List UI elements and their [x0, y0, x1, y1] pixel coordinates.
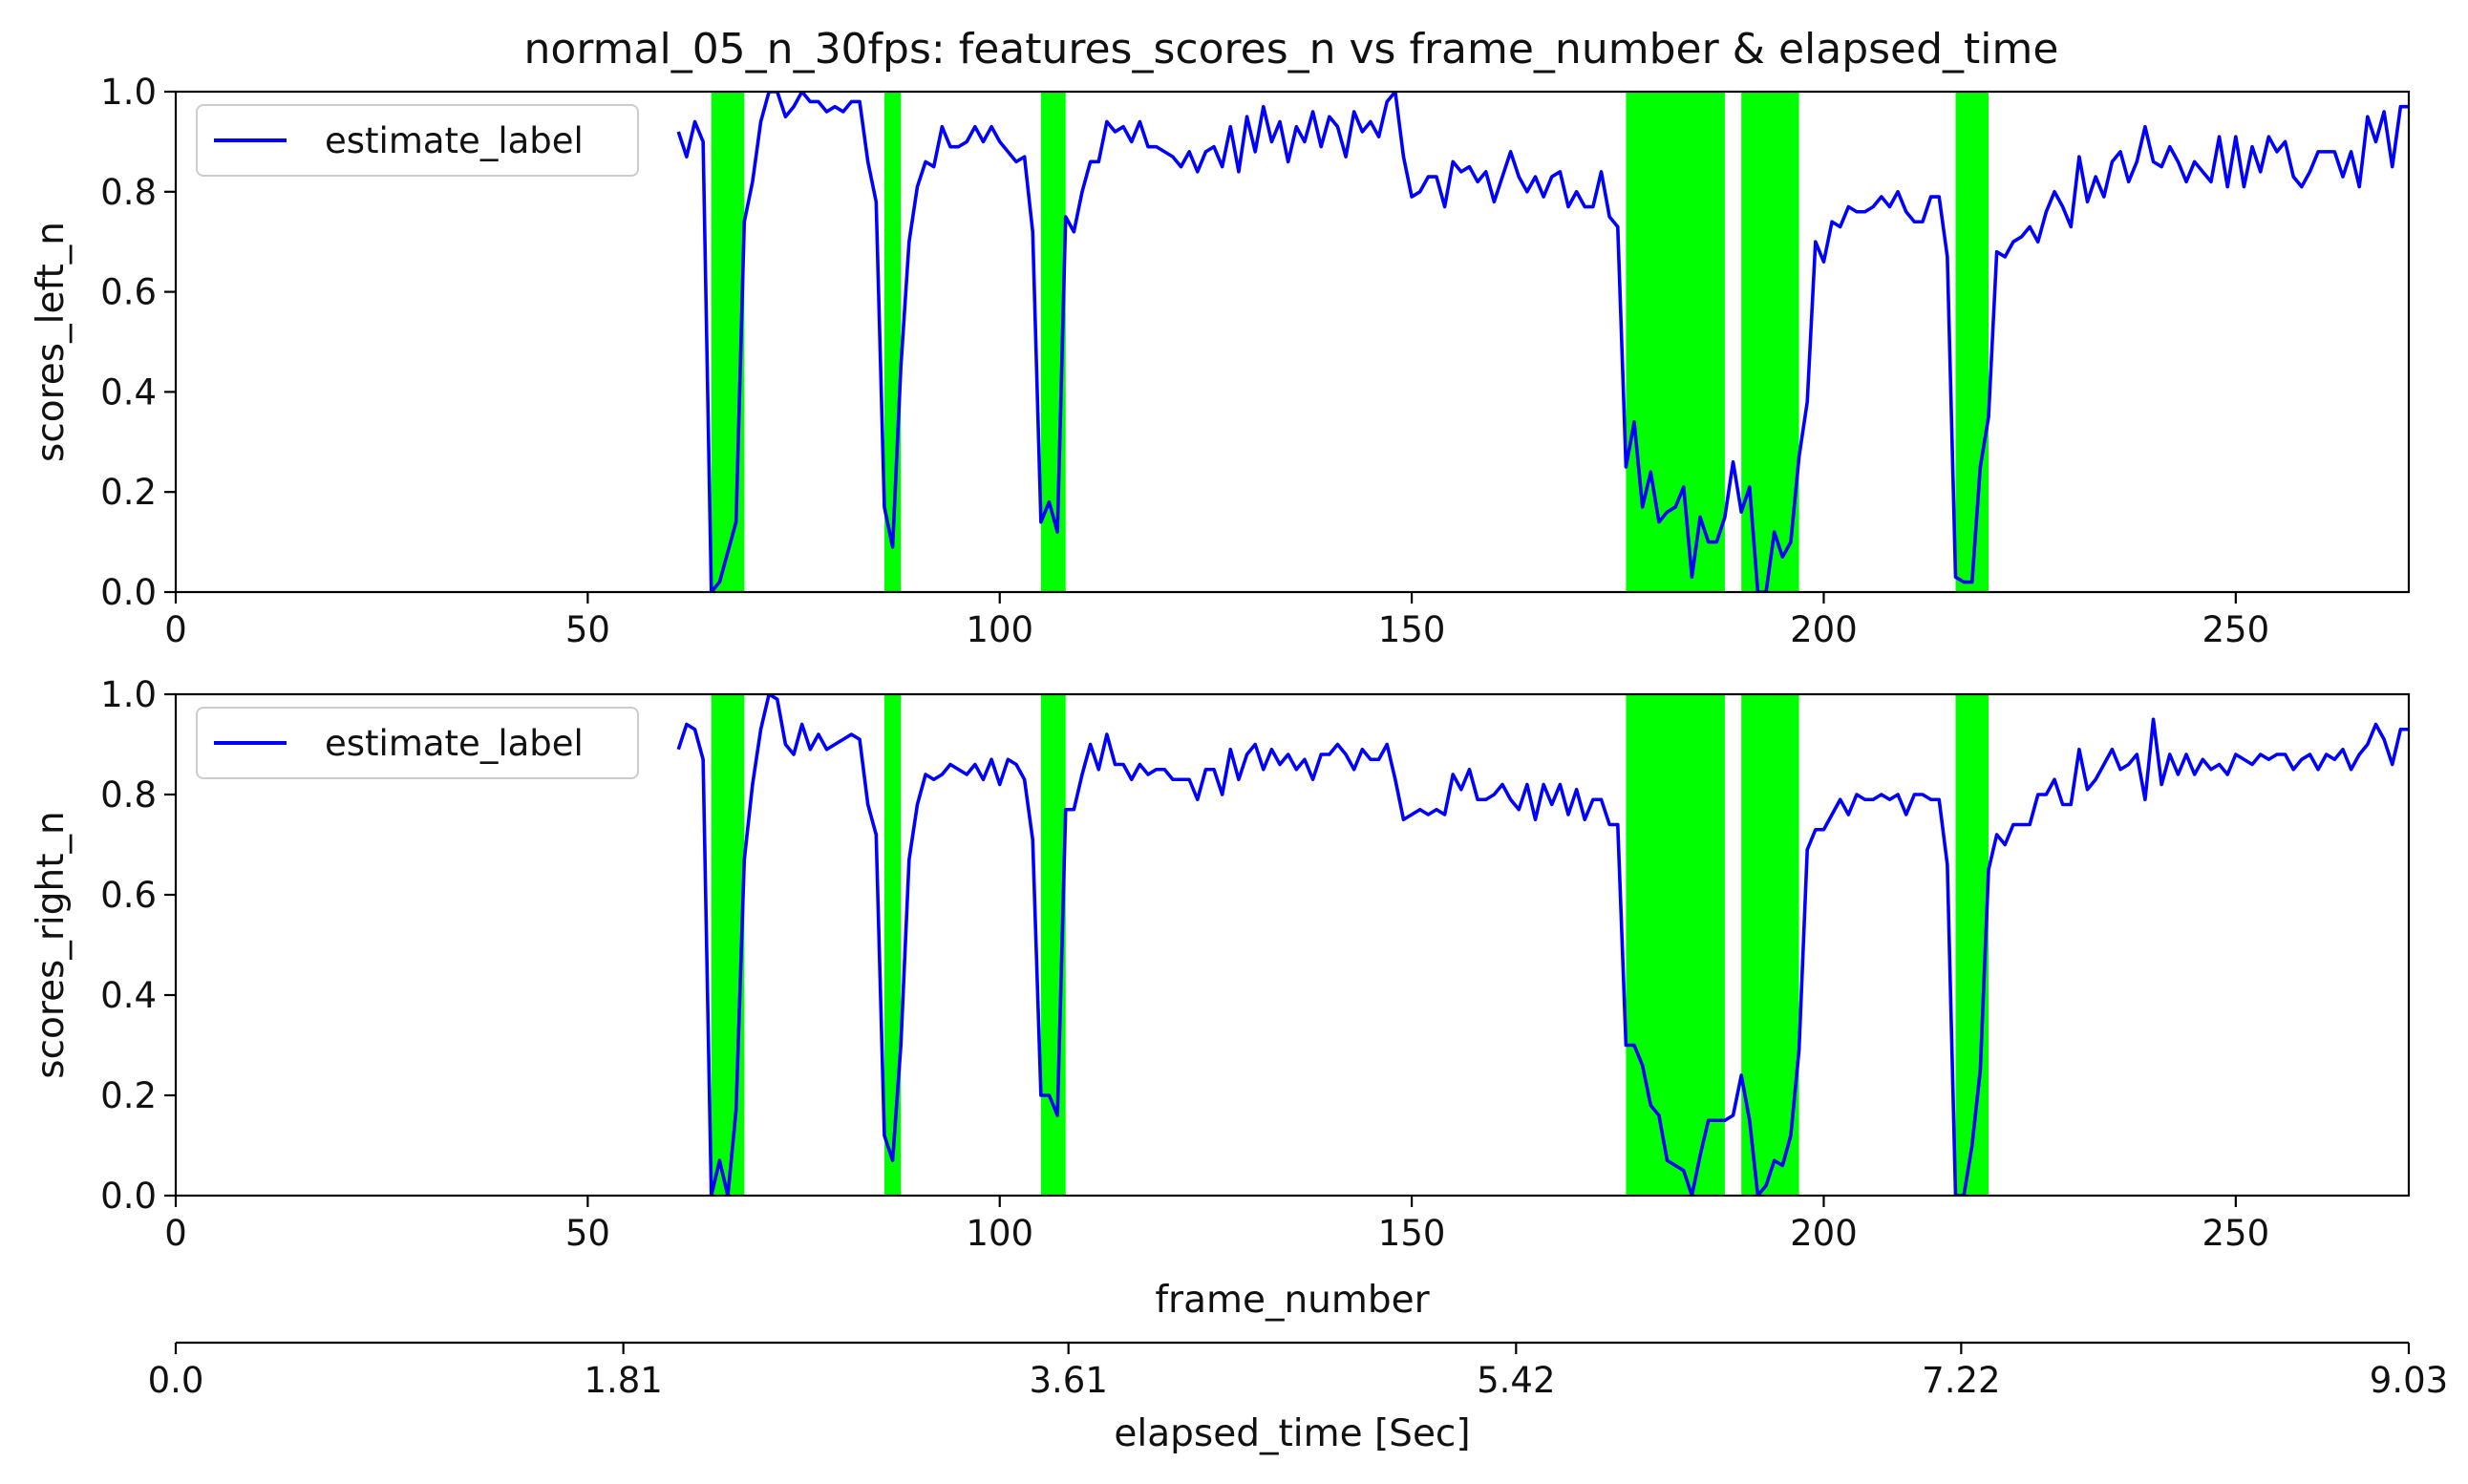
- legend: estimate_label: [196, 707, 639, 779]
- highlight-band-4: [1741, 694, 1799, 1196]
- x-tick-label: 200: [1790, 609, 1858, 650]
- elapsed-tick-label: 0.0: [148, 1360, 204, 1401]
- x-tick-label: 200: [1790, 1213, 1858, 1254]
- legend-box: [196, 104, 639, 177]
- y-axis-label: scores_left_n: [30, 222, 73, 462]
- chart-title: normal_05_n_30fps: features_scores_n vs …: [524, 25, 2059, 74]
- legend-box: [196, 707, 639, 779]
- legend-label: estimate_label: [325, 120, 584, 161]
- y-tick-label: 0.0: [100, 1176, 157, 1217]
- elapsed-tick-label: 7.22: [1922, 1360, 2000, 1401]
- y-tick-label: 0.6: [100, 272, 157, 313]
- panel-left-scores: 0 50 100 150 200 250 0.0 0.2 0.4 0.6 0.8 1.0 scores_…: [30, 72, 2411, 650]
- elapsed-tick-label: 5.42: [1477, 1360, 1555, 1401]
- elapsed-tick-label: 9.03: [2370, 1360, 2448, 1401]
- x-tick-label: 50: [565, 609, 610, 650]
- y-tick-label: 1.0: [100, 674, 157, 715]
- y-tick-label: 0.4: [100, 371, 157, 413]
- plot-frame: [174, 692, 2411, 1198]
- elapsed-time-axis: 0.0 1.81 3.61 5.42 7.22 9.03 elapsed_time [Sec…: [148, 1341, 2448, 1455]
- panel-right-scores: 0 50 100 150 200 250 0.0 0.2 0.4 0.6 0.8 1.0 scores_…: [30, 674, 2411, 1322]
- highlight-band-5: [1955, 92, 1989, 592]
- legend-label: estimate_label: [325, 723, 584, 764]
- highlight-band-3: [1626, 694, 1725, 1196]
- legend: estimate_label: [196, 104, 639, 177]
- y-tick-label: 0.2: [100, 1075, 157, 1116]
- y-tick-label: 0.2: [100, 472, 157, 513]
- x-tick-label: 150: [1378, 1213, 1446, 1254]
- highlight-band-0: [711, 92, 745, 592]
- elapsed-tick-label: 1.81: [584, 1360, 662, 1401]
- x-tick-label: 0: [164, 1213, 187, 1254]
- elapsed-axis-label: elapsed_time [Sec]: [1114, 1412, 1470, 1455]
- x-tick-label: 150: [1378, 609, 1446, 650]
- x-tick-label: 50: [565, 1213, 610, 1254]
- y-tick-label: 0.8: [100, 774, 157, 816]
- y-tick-label: 0.0: [100, 572, 157, 613]
- highlight-band-3: [1626, 92, 1725, 592]
- y-axis-label: scores_right_n: [30, 811, 73, 1078]
- series-line-0: [676, 92, 2409, 592]
- highlight-band-5: [1955, 694, 1989, 1196]
- highlight-band-4: [1741, 92, 1799, 592]
- x-tick-label: 250: [2202, 1213, 2270, 1254]
- x-axis-label: frame_number: [1155, 1279, 1430, 1322]
- y-tick-label: 1.0: [100, 72, 157, 113]
- y-tick-label: 0.8: [100, 172, 157, 213]
- highlight-band-0: [711, 694, 745, 1196]
- elapsed-tick-label: 3.61: [1029, 1360, 1107, 1401]
- series-line-0: [676, 694, 2409, 1196]
- y-tick-label: 0.4: [100, 975, 157, 1016]
- x-tick-label: 100: [966, 1213, 1033, 1254]
- x-tick-label: 250: [2202, 609, 2270, 650]
- plot-frame: [174, 90, 2411, 594]
- highlight-band-1: [883, 694, 902, 1196]
- y-tick-label: 0.6: [100, 875, 157, 916]
- x-tick-label: 0: [164, 609, 187, 650]
- x-tick-label: 100: [966, 609, 1033, 650]
